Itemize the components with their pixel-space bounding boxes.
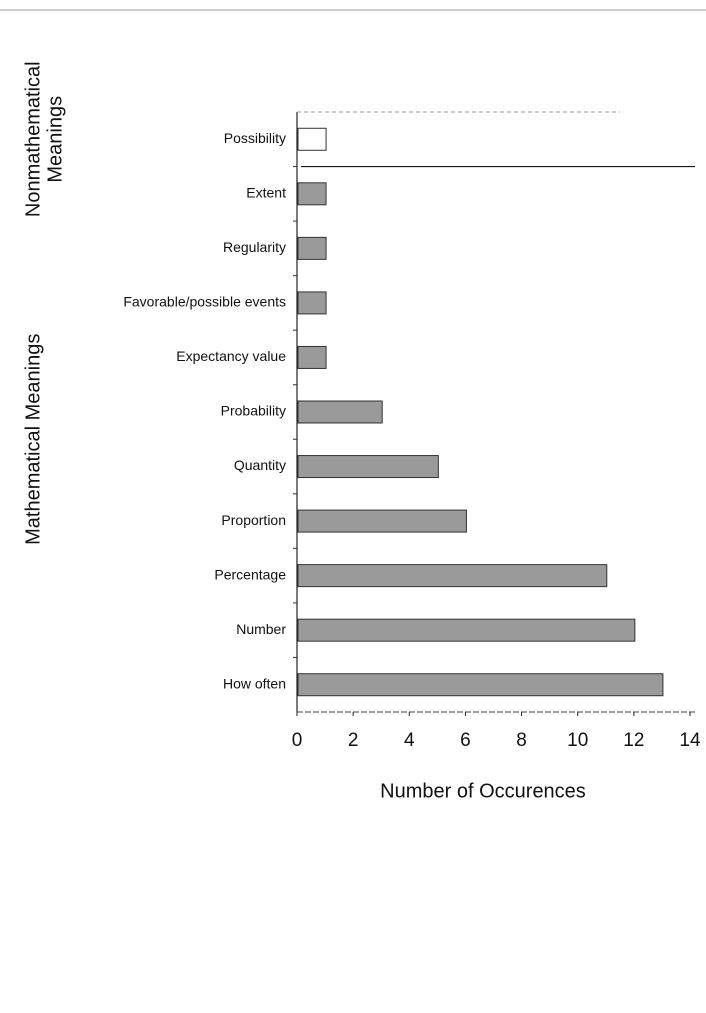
x-tick-label: 10 [567,730,588,751]
x-tick-label: 14 [679,730,701,751]
x-axis-title: Number of Occurences [380,780,586,802]
x-tick-label: 8 [516,730,527,751]
y-tick-label: Proportion [221,512,286,528]
x-tick-label: 12 [623,730,644,751]
bar [297,509,467,533]
bar [297,618,636,642]
bar [297,236,327,260]
y-tick-label: Extent [246,185,286,201]
x-tick-label: 2 [348,730,359,751]
bar [297,564,608,588]
y-tick-label: Probability [221,403,286,419]
bar [297,182,327,206]
y-tick-label: Quantity [234,457,286,473]
bar [297,345,327,369]
bar [297,400,383,424]
y-tick-label: Favorable/possible events [123,294,286,310]
bar [297,291,327,315]
x-tick-label: 0 [292,730,303,751]
y-tick-label: Expectancy value [176,348,286,364]
x-tick-label: 4 [404,730,415,751]
group-label: Nonmathematical [22,61,44,217]
y-tick-label: How often [223,675,286,691]
y-tick-label: Number [236,621,286,637]
bar [297,455,439,479]
group-label: Meanings [44,96,66,183]
y-tick-label: Possibility [224,130,286,146]
bar [297,673,664,697]
bar [297,127,327,151]
y-tick-label: Percentage [214,566,286,582]
y-tick-label: Regularity [223,239,286,255]
group-label: Mathematical Meanings [22,334,44,545]
x-tick-label: 6 [460,730,471,751]
